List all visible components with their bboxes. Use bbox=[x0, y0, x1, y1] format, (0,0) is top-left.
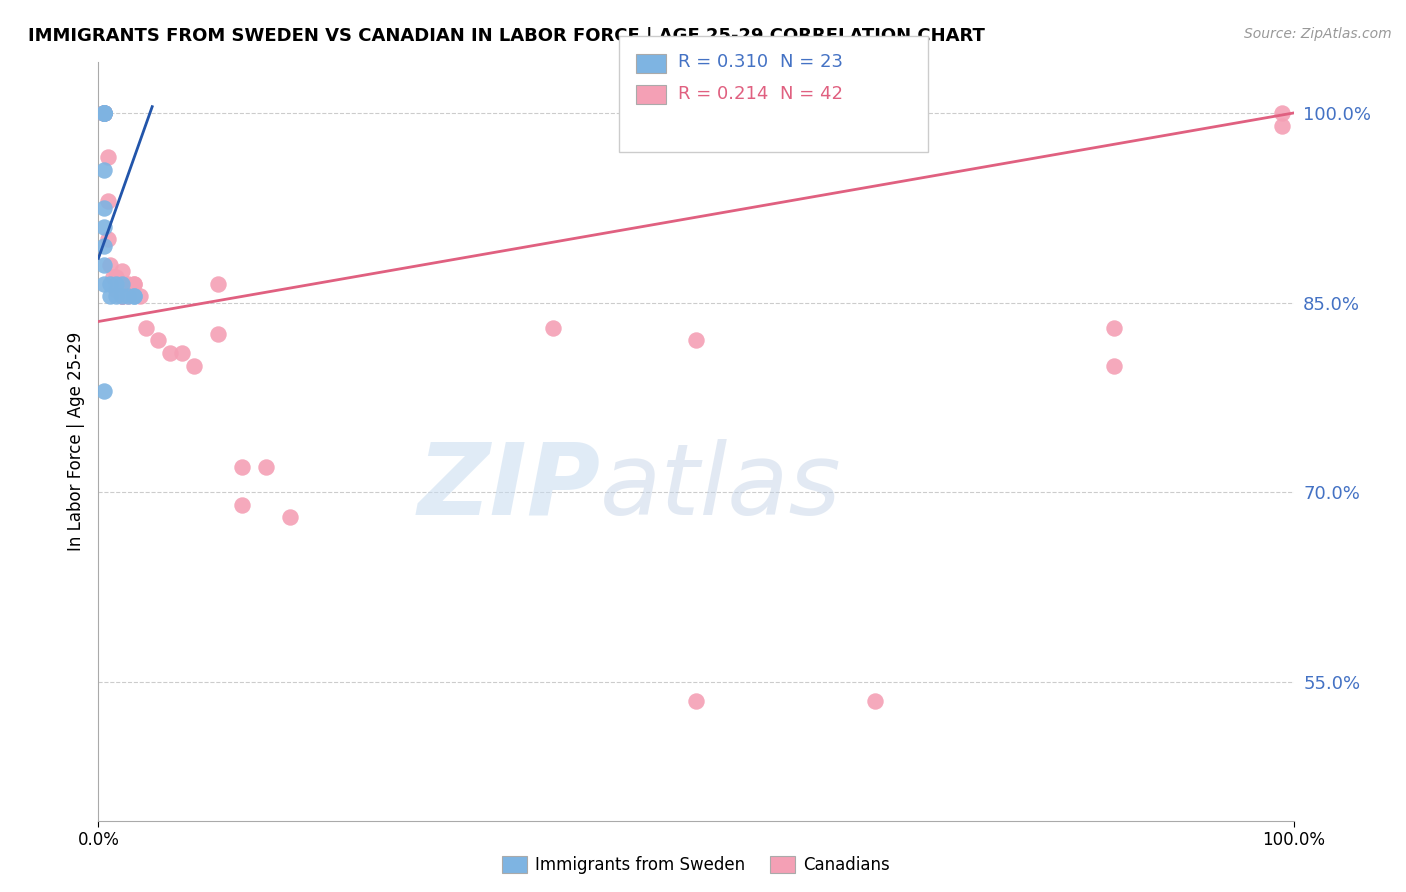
Point bbox=[93, 201, 115, 215]
Text: R = 0.214: R = 0.214 bbox=[678, 85, 768, 103]
Point bbox=[207, 327, 229, 342]
Point bbox=[129, 289, 152, 303]
Point bbox=[97, 150, 120, 164]
Point bbox=[124, 277, 146, 291]
Point bbox=[93, 238, 115, 252]
Point bbox=[124, 289, 146, 303]
Text: IMMIGRANTS FROM SWEDEN VS CANADIAN IN LABOR FORCE | AGE 25-29 CORRELATION CHART: IMMIGRANTS FROM SWEDEN VS CANADIAN IN LA… bbox=[28, 27, 986, 45]
Point bbox=[231, 459, 253, 474]
Point bbox=[93, 106, 115, 120]
Point bbox=[111, 289, 134, 303]
Point bbox=[124, 289, 146, 303]
Point bbox=[93, 384, 115, 398]
Point bbox=[135, 321, 157, 335]
Point bbox=[93, 106, 115, 120]
Point bbox=[541, 321, 564, 335]
Point bbox=[93, 106, 115, 120]
Point bbox=[685, 334, 707, 348]
Point bbox=[97, 232, 120, 246]
Point bbox=[93, 277, 115, 291]
Point bbox=[101, 270, 124, 285]
Point bbox=[105, 283, 128, 297]
Point bbox=[93, 162, 115, 177]
Point bbox=[1104, 321, 1126, 335]
Text: R = 0.310: R = 0.310 bbox=[678, 54, 768, 71]
Point bbox=[93, 106, 115, 120]
Text: N = 42: N = 42 bbox=[780, 85, 844, 103]
Point bbox=[93, 106, 115, 120]
Point bbox=[111, 289, 134, 303]
Y-axis label: In Labor Force | Age 25-29: In Labor Force | Age 25-29 bbox=[66, 332, 84, 551]
Point bbox=[231, 498, 253, 512]
Point bbox=[1271, 106, 1294, 120]
Point bbox=[1271, 119, 1294, 133]
Point bbox=[98, 258, 122, 272]
Point bbox=[93, 106, 115, 120]
Point bbox=[183, 359, 205, 373]
Point bbox=[93, 106, 115, 120]
Point bbox=[93, 106, 115, 120]
Point bbox=[111, 277, 134, 291]
Point bbox=[93, 219, 115, 234]
Text: Source: ZipAtlas.com: Source: ZipAtlas.com bbox=[1244, 27, 1392, 41]
Point bbox=[111, 264, 134, 278]
Point bbox=[159, 346, 181, 360]
Point bbox=[105, 270, 128, 285]
Point bbox=[93, 106, 115, 120]
Point bbox=[254, 459, 277, 474]
Point bbox=[124, 277, 146, 291]
Text: atlas: atlas bbox=[600, 439, 842, 535]
Point bbox=[93, 106, 115, 120]
Point bbox=[111, 289, 134, 303]
Point bbox=[93, 106, 115, 120]
Point bbox=[685, 693, 707, 707]
Point bbox=[172, 346, 194, 360]
Point bbox=[207, 277, 229, 291]
Point bbox=[98, 277, 122, 291]
Text: ZIP: ZIP bbox=[418, 439, 600, 535]
Point bbox=[117, 289, 139, 303]
Point bbox=[111, 289, 134, 303]
Point bbox=[105, 289, 128, 303]
Point bbox=[1104, 359, 1126, 373]
Point bbox=[117, 277, 139, 291]
Point bbox=[278, 510, 301, 524]
Point bbox=[111, 277, 134, 291]
Point bbox=[93, 258, 115, 272]
Point bbox=[93, 106, 115, 120]
Text: N = 23: N = 23 bbox=[780, 54, 844, 71]
Point bbox=[148, 334, 170, 348]
Point bbox=[93, 106, 115, 120]
Point bbox=[105, 277, 128, 291]
Point bbox=[117, 289, 139, 303]
Point bbox=[865, 693, 887, 707]
Legend: Immigrants from Sweden, Canadians: Immigrants from Sweden, Canadians bbox=[495, 849, 897, 880]
Point bbox=[98, 289, 122, 303]
Point bbox=[97, 194, 120, 209]
